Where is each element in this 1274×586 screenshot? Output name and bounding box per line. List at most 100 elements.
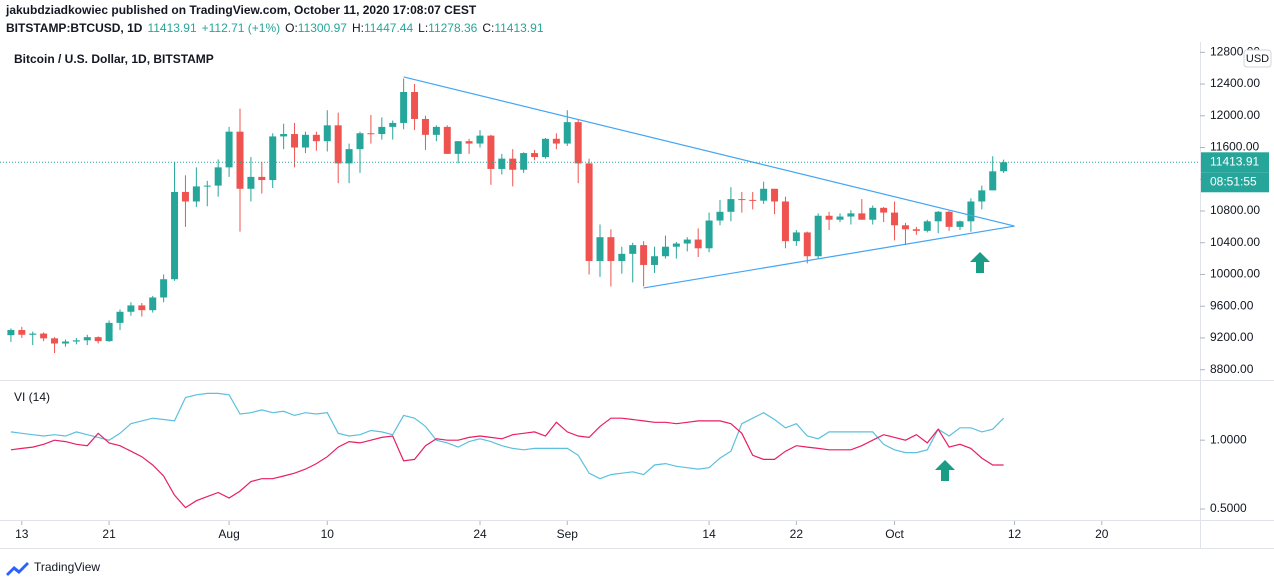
y-tick-label: 9200.00 (1210, 330, 1254, 344)
header-text: 11413.91 (147, 21, 196, 35)
x-tick-label: 21 (102, 527, 116, 541)
candle-body (956, 221, 964, 227)
x-tick-label: 20 (1095, 527, 1109, 541)
header-text: 11278.36 (428, 21, 477, 35)
candle-body (705, 220, 713, 249)
x-tick-label: 24 (473, 527, 487, 541)
header-text: H: (352, 21, 364, 35)
candle-body (945, 211, 953, 227)
candle-body (72, 340, 80, 342)
candle-body (40, 333, 48, 339)
symbol-line: BITSTAMP:BTCUSD, 1D 11413.91 +112.71 (+1%)… (6, 21, 544, 35)
candle-body (400, 91, 408, 123)
candle-body (247, 176, 255, 189)
candle-body (51, 338, 59, 344)
candle-body (171, 191, 179, 280)
candle-body (520, 153, 528, 170)
candle-body (498, 158, 506, 169)
candle-body (509, 158, 517, 170)
candle-body (760, 188, 768, 201)
header-text: 11447.44 (364, 21, 413, 35)
candle-body (694, 239, 702, 249)
candle-body (411, 91, 419, 119)
x-tick-label: 14 (702, 527, 716, 541)
chart-title: Bitcoin / U.S. Dollar, 1D, BITSTAMP (14, 52, 214, 66)
candle-body (181, 191, 189, 202)
candle-body (487, 135, 495, 169)
candle-body (18, 330, 26, 335)
candle-body (138, 305, 146, 311)
y-tick-label: 8800.00 (1210, 362, 1254, 376)
currency-button (1243, 49, 1272, 68)
candle-body (203, 185, 211, 187)
candle-body (771, 188, 779, 202)
header-text: C: (482, 21, 494, 35)
candle-body (912, 229, 920, 231)
candle-body (803, 232, 811, 257)
candle-body (301, 134, 309, 148)
candle-body (149, 297, 157, 311)
candle-body (661, 246, 669, 257)
x-tick-label: 13 (15, 527, 29, 541)
candle-body (563, 122, 571, 144)
candle-body (596, 237, 604, 261)
candle-body (421, 118, 429, 135)
countdown-badge (1201, 172, 1269, 193)
candle-body (541, 138, 549, 158)
logo (6, 562, 29, 576)
candle-body (192, 186, 200, 202)
header-text: O: (285, 21, 298, 35)
candle-body (574, 122, 582, 164)
candle-body (891, 212, 899, 226)
candle-body (847, 213, 855, 217)
header-text: L: (418, 21, 428, 35)
candle-body (923, 221, 931, 231)
vi-line (10, 417, 1004, 509)
candle-body (967, 201, 975, 222)
plot: 8800.00 9200.00 9600.00 10000.00 10400.00 108… (0, 44, 1272, 541)
candle-body (312, 134, 320, 142)
candle-body (531, 153, 539, 158)
candle-body (443, 126, 451, 154)
candle-body (356, 133, 364, 150)
y-tick-label: 12000.00 (1210, 108, 1260, 122)
candle-body (291, 134, 299, 148)
y-tick-label: 11600.00 (1210, 140, 1259, 154)
candle-body (738, 199, 746, 201)
header-text: 11300.97 (298, 21, 347, 35)
candle-body (672, 243, 680, 247)
candle-body (94, 337, 102, 342)
x-tick-label: 12 (1008, 527, 1022, 541)
header-text: +112.71 (+1%) (202, 21, 281, 35)
candle-body (552, 138, 560, 144)
candle-body (454, 141, 462, 154)
candle-body (836, 216, 844, 220)
candle-body (7, 330, 15, 336)
candle-body (978, 190, 986, 202)
candle-body (258, 176, 266, 181)
candle-body (116, 311, 124, 323)
y-tick-label: 10800.00 (1210, 203, 1260, 217)
candle-body (651, 256, 659, 265)
candle-body (269, 136, 277, 181)
candle-body (323, 125, 331, 142)
y-tick-label: 12400.00 (1210, 76, 1260, 90)
x-tick-label: Sep (557, 527, 579, 541)
indicator-title: VI (14) (14, 390, 50, 404)
indicator-arrow (935, 460, 955, 481)
candle-body (792, 232, 800, 242)
last-price-badge (1201, 152, 1269, 173)
candle-body (61, 341, 69, 344)
candle-body (345, 149, 353, 164)
candle-body (869, 207, 877, 220)
candle-body (934, 211, 942, 222)
candle-body (432, 126, 440, 135)
candle-body (1000, 162, 1008, 172)
x-tick-label: Oct (885, 527, 904, 541)
x-tick-label: 22 (790, 527, 804, 541)
y-tick-label: 9600.00 (1210, 298, 1254, 312)
candle-body (214, 167, 222, 186)
